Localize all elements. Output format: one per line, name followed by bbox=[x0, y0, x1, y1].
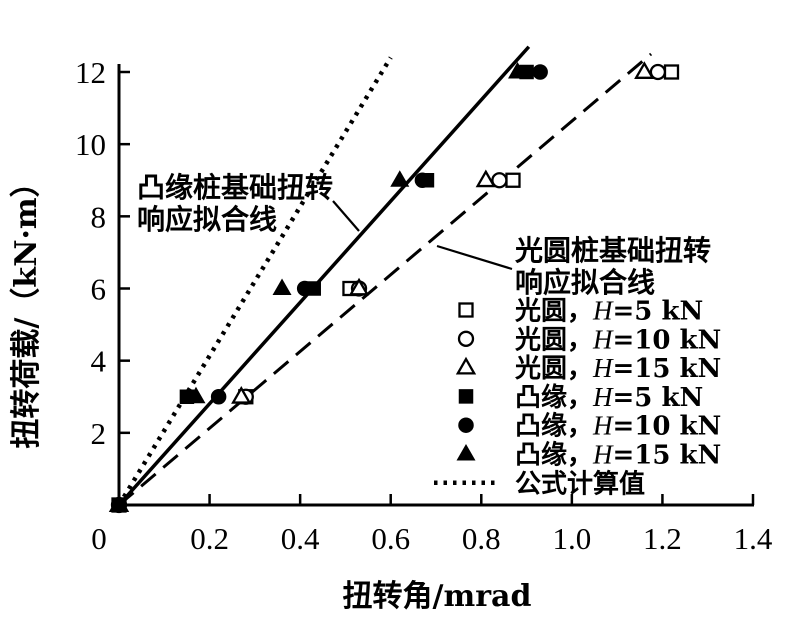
legend-label-value: =5 kN bbox=[613, 297, 704, 327]
filled-circle-marker bbox=[414, 172, 431, 188]
open-triangle-marker bbox=[231, 385, 252, 404]
smooth-fit-annotation: 光圆桩基础扭转 响应拟合线 bbox=[436, 234, 721, 299]
dashed-fit-line bbox=[118, 52, 653, 507]
filled-triangle-marker bbox=[272, 278, 292, 296]
legend-item: 光圆，H=5 kN bbox=[458, 296, 703, 327]
x-tick-label: 1.4 bbox=[734, 521, 773, 556]
legend-label-value: =5 kN bbox=[613, 383, 704, 413]
open-triangle-marker bbox=[455, 356, 477, 375]
open-triangle-marker bbox=[475, 169, 496, 188]
filled-triangle-marker bbox=[186, 386, 206, 404]
data-points bbox=[108, 61, 680, 514]
legend-label-name: 凸缘， bbox=[515, 412, 593, 442]
x-tick-label: 0.4 bbox=[281, 521, 320, 556]
x-tick-label: 0.6 bbox=[371, 521, 410, 556]
flange-annotation-leader-line bbox=[332, 200, 360, 232]
legend-label-name: 凸缘， bbox=[515, 383, 593, 413]
filled-triangle-marker bbox=[109, 494, 129, 512]
legend-label-h: H bbox=[592, 296, 614, 326]
open-square-marker bbox=[663, 64, 680, 80]
legend-label-name: 公式计算值 bbox=[515, 468, 645, 499]
legend-label: 光圆，H=10 kN bbox=[514, 324, 721, 355]
filled-circle-marker bbox=[210, 389, 227, 405]
legend-label-value: =15 kN bbox=[613, 354, 722, 384]
y-tick-label: 4 bbox=[91, 344, 107, 379]
smooth-annotation-leader-line bbox=[436, 244, 513, 271]
legend-item: 凸缘，H=15 kN bbox=[456, 440, 721, 471]
filled-square-marker bbox=[458, 389, 474, 404]
dotted-fit-line bbox=[117, 56, 393, 507]
filled-circle-marker bbox=[458, 417, 474, 433]
x-tick-label: 0.8 bbox=[462, 521, 501, 556]
legend-label: 凸缘，H=5 kN bbox=[515, 382, 703, 413]
legend-item: 光圆，H=10 kN bbox=[457, 324, 721, 355]
legend-label-h: H bbox=[592, 440, 614, 470]
legend-label-value: =10 kN bbox=[613, 412, 722, 442]
filled-circle-marker bbox=[296, 280, 313, 297]
open-circle-marker bbox=[457, 330, 475, 347]
y-tick-label: 2 bbox=[91, 416, 107, 451]
legend-label-h: H bbox=[592, 353, 614, 383]
open-triangle-marker bbox=[634, 61, 655, 79]
solid-fit-line bbox=[117, 45, 531, 507]
legend-label: 凸缘，H=15 kN bbox=[515, 440, 721, 471]
open-square-marker bbox=[505, 172, 521, 188]
filled-triangle-marker bbox=[456, 443, 476, 461]
filled-triangle-marker bbox=[508, 61, 528, 79]
legend-label: 凸缘，H=10 kN bbox=[515, 411, 721, 442]
open-square-marker bbox=[458, 302, 474, 318]
x-tick-label: 1.2 bbox=[643, 521, 682, 556]
open-circle-marker bbox=[491, 172, 508, 189]
legend-label-h: H bbox=[592, 382, 614, 412]
x-tick-label: 0 bbox=[91, 521, 107, 556]
y-tick-label: 12 bbox=[75, 55, 106, 90]
open-triangle-marker bbox=[348, 277, 370, 296]
filled-triangle-marker bbox=[390, 170, 410, 187]
axis-ticks: 0 0.2 0.4 0.6 0.8 1.0 1.2 1.4 2 4 6 8 10 12 bbox=[75, 55, 773, 556]
legend-label-name: 凸缘， bbox=[515, 441, 593, 471]
legend-label: 光圆，H=5 kN bbox=[514, 296, 703, 327]
x-tick-label: 1.0 bbox=[552, 521, 591, 556]
legend-label-value: =10 kN bbox=[613, 325, 722, 355]
legend-label-name: 光圆， bbox=[514, 325, 593, 355]
x-axis-title: 扭转角/mrad bbox=[343, 579, 532, 614]
smooth-annotation-text: 光圆桩基础扭转 响应拟合线 bbox=[514, 234, 721, 299]
x-tick-label: 0.2 bbox=[190, 521, 229, 556]
filled-circle-marker bbox=[532, 64, 548, 80]
fit-lines bbox=[117, 45, 653, 507]
y-axis-title: 扭转荷载/（kN·m） bbox=[9, 167, 44, 448]
legend-label: 公式计算值 bbox=[515, 468, 645, 499]
legend-item: 凸缘，H=5 kN bbox=[458, 382, 703, 413]
legend-label: 光圆，H=15 kN bbox=[514, 353, 721, 384]
legend-label-h: H bbox=[592, 411, 614, 441]
legend-label-name: 光圆， bbox=[514, 354, 593, 384]
flange-fit-annotation: 凸缘桩基础扭转 响应拟合线 bbox=[137, 171, 360, 236]
legend-label-value: =15 kN bbox=[613, 441, 722, 471]
y-tick-label: 10 bbox=[75, 127, 106, 162]
legend-item: 凸缘，H=10 kN bbox=[458, 411, 721, 442]
legend-item: 光圆，H=15 kN bbox=[455, 353, 721, 384]
y-tick-label: 8 bbox=[91, 199, 107, 234]
open-circle-marker bbox=[649, 63, 667, 81]
legend-label-name: 光圆， bbox=[514, 297, 593, 327]
y-tick-label: 6 bbox=[91, 272, 107, 307]
legend-item: 公式计算值 bbox=[434, 468, 645, 499]
flange-annotation-text: 凸缘桩基础扭转 响应拟合线 bbox=[137, 171, 343, 236]
legend-label-h: H bbox=[592, 324, 614, 354]
